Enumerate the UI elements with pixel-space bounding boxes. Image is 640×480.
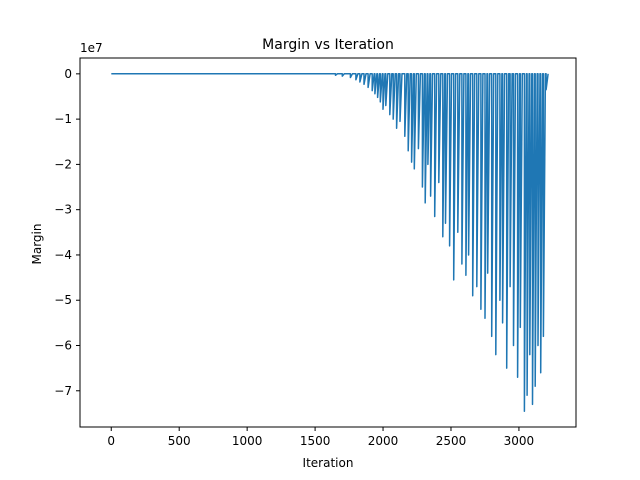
series-line [111, 73, 549, 412]
x-ticks: 0 500 1000 1500 2000 2500 3000 [107, 427, 534, 448]
x-tick-label: 2500 [436, 434, 467, 448]
y-tick-label: −2 [54, 157, 72, 171]
y-offset-label: 1e7 [80, 41, 103, 55]
x-tick-label: 2000 [368, 434, 399, 448]
x-tick-label: 1000 [232, 434, 263, 448]
y-tick-label: −5 [54, 293, 72, 307]
y-tick-label: −7 [54, 384, 72, 398]
y-tick-label: −1 [54, 112, 72, 126]
x-tick-label: 0 [107, 434, 115, 448]
y-tick-label: −6 [54, 339, 72, 353]
x-tick-label: 1500 [300, 434, 331, 448]
plot-frame [79, 57, 577, 428]
x-axis-title: Iteration [303, 456, 354, 470]
x-tick-label: 3000 [504, 434, 535, 448]
y-tick-label: −3 [54, 203, 72, 217]
y-tick-label: 0 [64, 67, 72, 81]
series-layer [111, 73, 549, 412]
x-tick-label: 500 [168, 434, 191, 448]
chart-title: Margin vs Iteration [262, 37, 394, 53]
y-ticks: 0 −1 −2 −3 −4 −5 −6 −7 [54, 67, 80, 398]
y-tick-label: −4 [54, 248, 72, 262]
y-axis-title: Margin [30, 224, 44, 265]
